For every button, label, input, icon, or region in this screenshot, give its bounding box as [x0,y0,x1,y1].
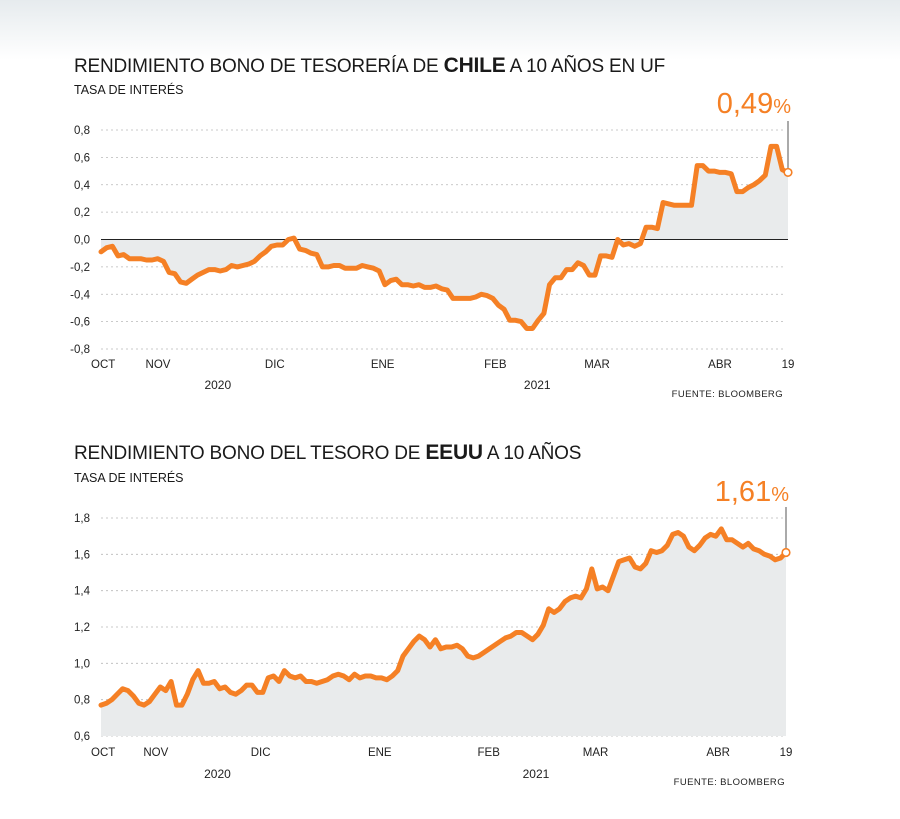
x-tick-label: ABR [706,747,730,759]
y-tick-label: 0,6 [74,731,90,743]
year-label: 2021 [524,378,551,392]
series-line [98,526,789,708]
y-tick-label: -0,8 [70,344,90,356]
chart-chile: RENDIMIENTO BONO DE TESORERÍA DE CHILE A… [70,54,794,400]
x-tick-label: OCT [91,359,115,371]
y-tick-label: 0,6 [74,152,90,164]
x-tick-label: FEB [484,359,507,371]
y-tick-label: 1,4 [74,586,91,598]
area-fill [101,146,788,329]
y-tick-label: 0,8 [74,125,90,137]
chart-title: RENDIMIENTO BONO DEL TESORO DE EEUU A 10… [74,441,581,464]
x-tick-label: ENE [368,747,392,759]
y-axis-label: TASA DE INTERÉS [74,470,184,485]
x-tick-label: 19 [782,359,795,371]
y-tick-label: 0,4 [74,180,91,192]
last-value-callout: 0,49% [717,88,791,120]
source-note: FUENTE: BLOOMBERG [672,389,783,400]
last-value-point [781,547,791,558]
y-tick-label: 1,2 [74,622,90,634]
x-tick-label: ABR [708,359,732,371]
chart-title: RENDIMIENTO BONO DE TESORERÍA DE CHILE A… [74,54,665,77]
y-tick-label: 0,2 [74,207,90,219]
year-label: 2020 [204,767,231,781]
y-tick-label: -0,2 [70,262,90,274]
x-tick-label: ENE [371,359,395,371]
year-label: 2021 [523,767,550,781]
chart-eeuu: RENDIMIENTO BONO DEL TESORO DE EEUU A 10… [74,441,792,788]
last-value-callout: 1,61% [715,476,789,508]
x-tick-label: OCT [91,747,115,759]
x-tick-label: FEB [478,747,501,759]
y-tick-label: -0,4 [70,289,90,301]
y-tick-label: 1,8 [74,513,90,525]
last-value-point [783,167,793,178]
source-note: FUENTE: BLOOMBERG [674,777,785,788]
y-tick-label: 1,6 [74,549,90,561]
x-tick-label: NOV [146,359,171,371]
area-fill [101,528,786,736]
x-tick-label: DIC [251,747,271,759]
x-tick-label: 19 [780,747,793,759]
y-tick-label: 1,0 [74,658,90,670]
x-tick-label: DIC [265,359,285,371]
x-tick-label: MAR [583,747,609,759]
x-tick-label: MAR [584,359,610,371]
year-label: 2020 [204,378,231,392]
y-axis-label: TASA DE INTERÉS [74,82,184,97]
series-line [98,143,791,331]
y-tick-label: 0,0 [74,235,90,247]
y-tick-label: 0,8 [74,695,90,707]
y-tick-label: -0,6 [70,317,90,329]
x-tick-label: NOV [143,747,168,759]
